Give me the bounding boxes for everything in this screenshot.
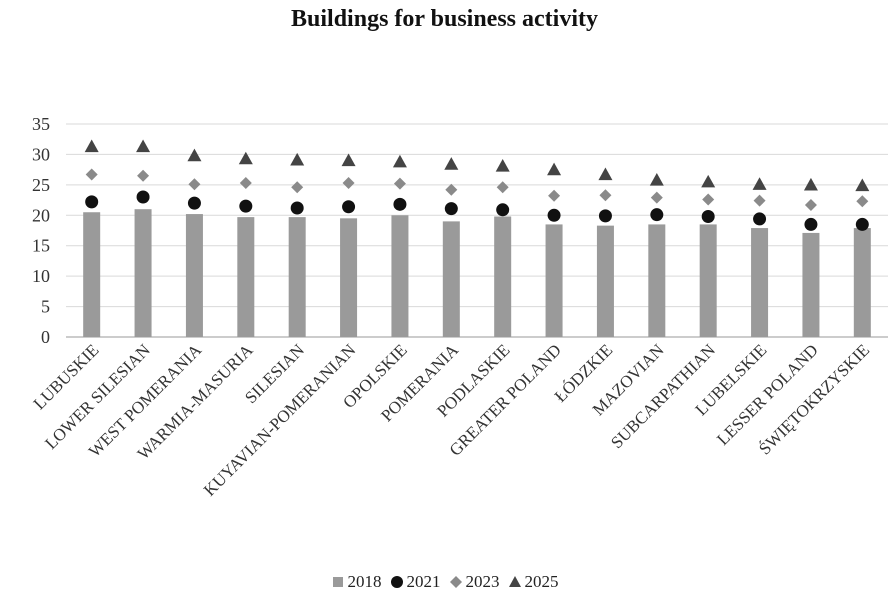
point-diamond	[702, 193, 715, 206]
point-triangle	[392, 154, 407, 168]
bar	[699, 224, 717, 337]
legend-marker-diamond	[449, 575, 462, 588]
chart-title: Buildings for business activity	[291, 6, 598, 32]
legend: 2018 2021 2023 2025	[0, 570, 889, 592]
y-tick-label: 35	[32, 114, 50, 134]
point-triangle	[803, 177, 818, 191]
point-diamond	[137, 169, 150, 182]
y-tick-label: 10	[32, 266, 50, 286]
bar	[442, 221, 460, 337]
point-diamond	[599, 189, 612, 202]
point-triangle	[701, 174, 716, 188]
legend-item: 2018	[331, 571, 382, 592]
point-triangle	[649, 172, 664, 186]
legend-item: 2025	[508, 571, 559, 592]
bar	[853, 228, 871, 337]
point-diamond	[548, 189, 561, 202]
point-triangle	[238, 151, 253, 165]
bars-2018	[83, 209, 871, 337]
point-triangle	[547, 162, 562, 176]
point-triangle	[752, 177, 767, 190]
bar	[802, 232, 820, 337]
point-diamond	[496, 181, 509, 194]
point-diamond	[445, 183, 458, 196]
bar	[237, 217, 255, 337]
y-tick-label: 25	[32, 175, 50, 195]
point-diamond	[393, 177, 406, 190]
point-diamond	[753, 194, 766, 207]
bar	[288, 217, 306, 337]
point-circle	[290, 201, 304, 215]
point-triangle	[84, 139, 99, 153]
bar	[648, 224, 666, 337]
bar	[185, 214, 203, 337]
point-circle	[547, 208, 561, 222]
point-circle	[444, 202, 458, 216]
legend-label: 2023	[465, 571, 500, 591]
point-circle	[342, 200, 356, 214]
point-circle	[136, 190, 150, 204]
y-tick-label: 15	[32, 236, 50, 256]
y-tick-label: 0	[41, 327, 50, 347]
point-circle	[85, 195, 99, 209]
point-triangle	[136, 139, 151, 153]
point-diamond	[650, 191, 663, 204]
y-tick-label: 30	[32, 144, 50, 164]
point-circle	[753, 212, 767, 226]
bar	[545, 224, 563, 337]
legend-item: 2023	[449, 571, 500, 592]
point-circle	[496, 203, 510, 217]
bar	[494, 216, 512, 337]
y-tick-label: 20	[32, 205, 50, 225]
y-axis: 0 5 10 15 20 25 30 35	[32, 114, 50, 347]
point-circle	[855, 217, 869, 231]
legend-label: 2025	[524, 571, 559, 591]
point-circle	[701, 210, 715, 224]
point-triangle	[341, 153, 356, 167]
point-diamond	[85, 168, 98, 181]
point-diamond	[804, 198, 817, 211]
point-triangle	[444, 157, 459, 170]
legend-label: 2021	[406, 571, 441, 591]
point-diamond	[856, 195, 869, 208]
legend-label: 2018	[347, 571, 382, 591]
legend-marker-square	[332, 576, 343, 587]
point-triangle	[187, 148, 202, 162]
point-circle	[598, 209, 612, 223]
point-diamond	[291, 181, 304, 194]
point-diamond	[188, 178, 201, 191]
point-circle	[650, 208, 664, 222]
y-tick-label: 5	[41, 297, 50, 317]
point-triangle	[290, 152, 305, 166]
point-diamond	[239, 177, 252, 190]
bar	[596, 225, 614, 337]
legend-item: 2021	[390, 571, 441, 592]
point-triangle	[495, 158, 510, 172]
point-circle	[393, 197, 407, 211]
point-circle	[239, 199, 253, 213]
bar	[340, 218, 358, 337]
legend-marker-circle	[390, 575, 403, 588]
point-circle	[804, 217, 818, 231]
bar	[134, 209, 152, 337]
legend-marker-triangle	[508, 575, 521, 587]
bar	[391, 215, 409, 337]
point-triangle	[598, 167, 613, 181]
point-triangle	[855, 178, 870, 192]
markers	[84, 139, 870, 231]
bar	[751, 228, 769, 337]
bar	[83, 212, 101, 337]
point-diamond	[342, 177, 355, 190]
gridlines	[66, 123, 888, 338]
point-circle	[187, 196, 201, 210]
